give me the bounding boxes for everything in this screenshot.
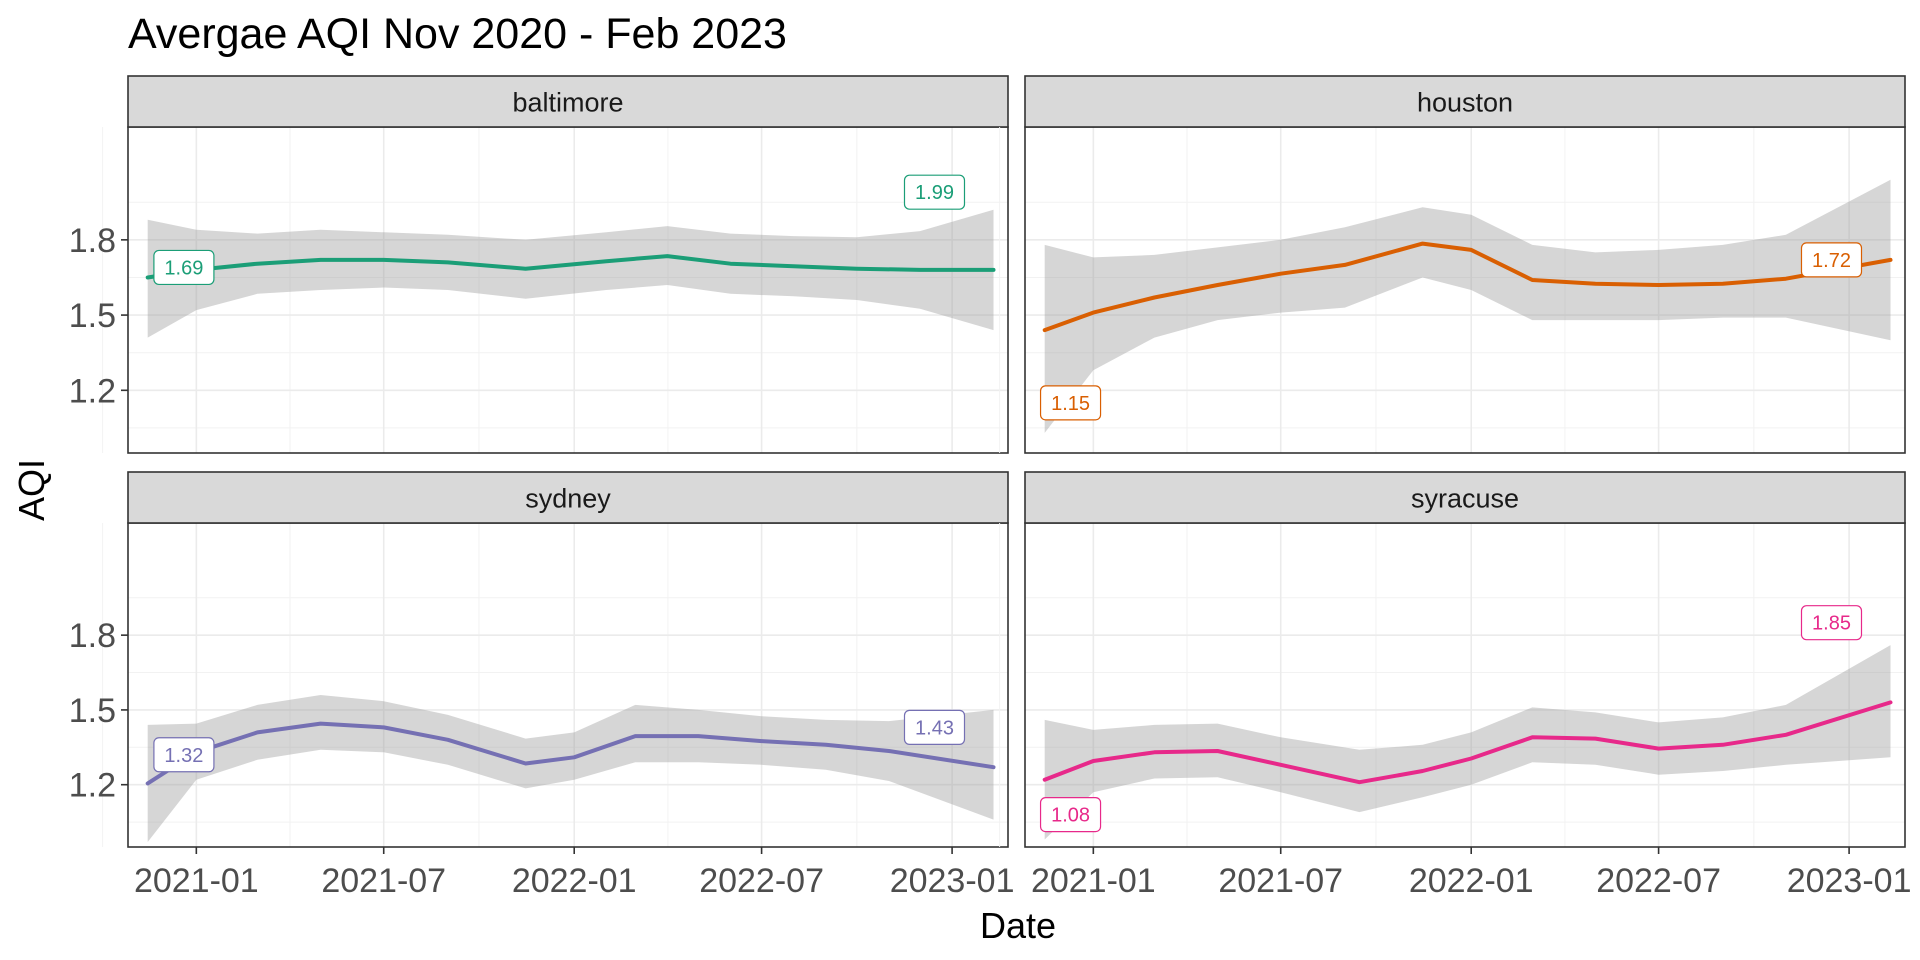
y-tick-label: 1.5 [69,692,116,730]
panel-grid [999,127,1905,453]
value-label-text: 1.32 [164,745,203,767]
x-tick-label: 2023-01 [1787,862,1912,900]
value-label-text: 1.72 [1812,250,1851,272]
x-tick-label: 2022-01 [512,862,637,900]
x-tick-label: 2021-01 [1031,862,1156,900]
value-label: 1.72 [1800,242,1863,278]
panel-background [1025,127,1905,453]
value-label-text: 1.69 [164,257,203,279]
confidence-band-syracuse [1044,645,1891,840]
panel-background [128,523,1008,847]
value-label: 1.43 [903,709,966,745]
panel-background [128,127,1008,453]
panel-houston: 1.15 1.72 houston [999,75,1906,454]
strip-baltimore: baltimore [127,75,1009,128]
strip-label: syracuse [1411,484,1519,514]
panel-grid [102,127,1047,453]
trend-line-houston [1042,241,1893,333]
y-tick-label: 1.8 [69,617,116,655]
value-label-text: 1.85 [1812,613,1851,635]
confidence-band-baltimore [147,209,994,338]
y-axis-title: AQI [11,459,52,521]
panel-baltimore: 1.69 1.99 baltimore [102,75,1047,454]
value-label-text: 1.08 [1051,805,1090,827]
y-tick-label: 1.8 [69,222,116,260]
value-label-text: 1.99 [915,182,954,204]
trend-line-sydney [145,721,996,786]
chart-title: Avergae AQI Nov 2020 - Feb 2023 [128,10,787,58]
strip-label: houston [1417,88,1513,118]
value-label: 1.99 [903,174,966,210]
x-tick-label: 2021-01 [134,862,259,900]
x-tick-label: 2022-07 [699,862,824,900]
value-label-text: 1.43 [915,717,954,739]
panel-background [1025,523,1905,847]
y-tick-label: 1.2 [69,372,116,410]
panel-grid [999,523,1905,847]
trend-line-baltimore [145,254,996,280]
value-label: 1.85 [1800,605,1863,641]
value-label: 1.69 [153,249,215,286]
x-tick-label: 2021-07 [1218,862,1343,900]
value-label-text: 1.15 [1051,393,1090,415]
y-tick-label: 1.2 [69,767,116,805]
trend-line-syracuse [1042,700,1893,785]
strip-houston: houston [1024,75,1906,128]
x-tick-label: 2022-07 [1596,862,1721,900]
x-tick-label: 2021-07 [321,862,446,900]
strip-syracuse: syracuse [1024,471,1906,524]
value-label: 1.08 [1039,796,1102,833]
y-tick-label: 1.5 [69,297,116,335]
x-tick-label: 2023-01 [890,862,1015,900]
strip-sydney: sydney [127,471,1009,524]
strip-label: sydney [525,484,611,514]
value-label: 1.15 [1039,385,1102,421]
value-label: 1.32 [153,737,215,773]
panel-syracuse: 1.08 1.85 syracuse [999,471,1906,848]
panel-sydney: 1.32 1.43 sydney [102,471,1047,848]
x-tick-label: 2022-01 [1409,862,1534,900]
confidence-band-sydney [147,695,994,842]
confidence-band-houston [1044,179,1891,433]
strip-label: baltimore [512,88,623,118]
x-axis-title: Date [980,905,1056,946]
